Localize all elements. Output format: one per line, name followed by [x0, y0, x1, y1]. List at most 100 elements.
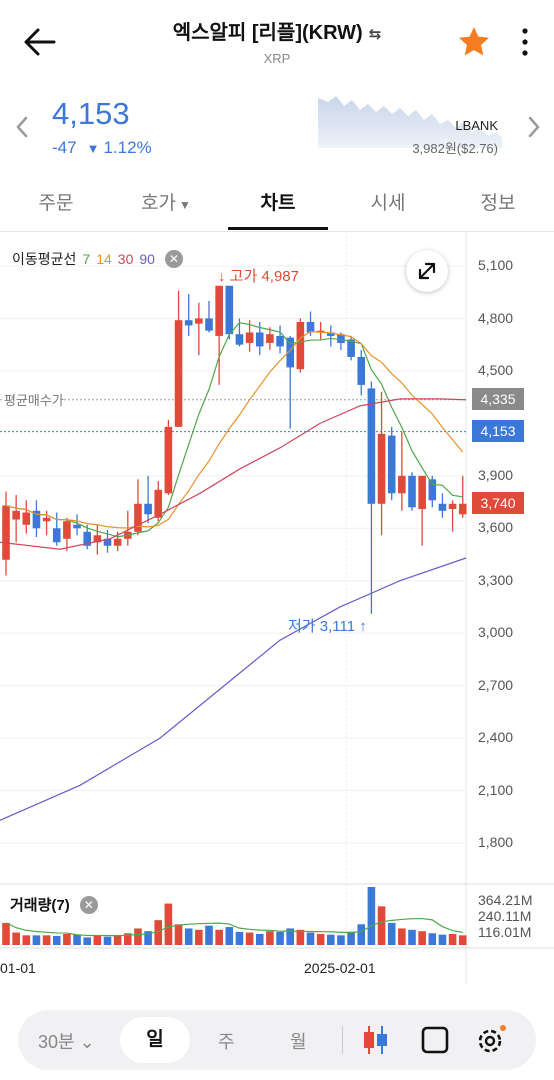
- chevron-left-icon[interactable]: [10, 112, 34, 142]
- volume-bar: [428, 933, 437, 945]
- y-tick: 4,500: [478, 362, 514, 378]
- volume-bar: [174, 924, 183, 945]
- tab-label: 정보: [480, 193, 516, 214]
- tab-label: 차트: [260, 193, 296, 214]
- volume-bar: [83, 937, 91, 945]
- more-options-icon[interactable]: [510, 22, 540, 62]
- volume-bar: [458, 935, 467, 945]
- chart-area[interactable]: 이동평균선 7 14 30 90 ✕ 5,100 4,800 4,500 3,9…: [0, 232, 554, 984]
- candle-body: [428, 479, 437, 501]
- y-tick: 3,600: [478, 519, 514, 535]
- swap-icon[interactable]: ⇆: [368, 26, 382, 43]
- volume-bar: [387, 922, 396, 945]
- ma30-label: 30: [117, 251, 134, 267]
- tab-market[interactable]: 시세: [352, 188, 424, 224]
- volume-bar: [367, 887, 376, 945]
- candle-body: [408, 475, 416, 508]
- price-summary: 4,153 -47 ▼ 1.12% LBANK 3,982원($2.76): [0, 84, 554, 174]
- volume-bar: [266, 931, 274, 945]
- volume-bar: [32, 935, 41, 945]
- candle-body: [458, 503, 467, 515]
- tab-bar: 주문 호가 ▼ 차트 시세 정보: [0, 180, 554, 232]
- volume-bar: [398, 928, 406, 945]
- candle-body: [32, 510, 41, 529]
- ma14-label: 14: [96, 251, 112, 267]
- volume-bar: [306, 932, 315, 945]
- candle-body: [438, 503, 447, 511]
- high-price-text: 고가 4,987: [229, 268, 299, 285]
- candle-body: [113, 538, 122, 546]
- volume-bar: [448, 933, 457, 945]
- tab-info[interactable]: 정보: [462, 188, 534, 224]
- candle-body: [73, 524, 81, 529]
- volume-tick: 116.01M: [478, 924, 532, 940]
- candle-body: [144, 503, 152, 515]
- candle-type-icon[interactable]: [362, 1024, 388, 1056]
- back-arrow-icon[interactable]: [18, 22, 62, 62]
- volume-bar: [63, 933, 71, 945]
- volume-bar: [195, 929, 203, 945]
- candle-body: [398, 475, 406, 494]
- price-change: -47 ▼ 1.12%: [52, 138, 152, 158]
- volume-bar: [296, 929, 305, 945]
- candlestick-chart[interactable]: [0, 232, 554, 984]
- candle-body: [22, 512, 31, 525]
- volume-bar: [52, 936, 61, 945]
- volume-ma-line: [5, 917, 463, 937]
- volume-tick: 364.21M: [478, 892, 533, 908]
- candle-body: [367, 388, 376, 504]
- coin-symbol: XRP: [263, 51, 291, 66]
- expand-icon[interactable]: [406, 250, 448, 292]
- volume-bar: [12, 932, 20, 945]
- period-month-button[interactable]: 월: [290, 1032, 307, 1052]
- drawing-tool-icon[interactable]: [420, 1025, 450, 1055]
- last-close-tag: 3,740: [472, 492, 524, 514]
- close-volume-icon[interactable]: ✕: [79, 895, 98, 914]
- volume-bar: [316, 933, 325, 945]
- ma7-line: [5, 322, 463, 538]
- candle-body: [184, 320, 193, 326]
- tab-label: 주문: [38, 193, 74, 214]
- candle-body: [164, 426, 173, 494]
- candle-body: [306, 321, 315, 333]
- ma-legend-title: 이동평균선: [12, 251, 77, 267]
- volume-bar: [93, 935, 102, 945]
- volume-bar: [418, 931, 426, 945]
- volume-bar: [164, 903, 173, 945]
- candle-body: [316, 330, 325, 333]
- volume-bar: [377, 906, 386, 945]
- tab-orderbook[interactable]: 호가 ▼: [124, 188, 208, 224]
- candle-body: [327, 332, 335, 336]
- volume-bar: [22, 935, 31, 945]
- candle-body: [448, 503, 457, 510]
- candle-body: [154, 489, 163, 518]
- date-label: 2025-02-01: [304, 960, 376, 976]
- volume-bar: [245, 932, 254, 945]
- period-week-button[interactable]: 주: [218, 1032, 235, 1052]
- volume-bar: [103, 936, 112, 945]
- tab-chart[interactable]: 차트: [240, 188, 316, 224]
- settings-gear-icon[interactable]: [474, 1023, 508, 1057]
- high-price-label: ↓ 고가 4,987: [218, 265, 299, 286]
- period-day-button[interactable]: 일: [120, 1017, 190, 1063]
- tab-order[interactable]: 주문: [20, 188, 92, 224]
- toolbar-divider: [342, 1026, 343, 1054]
- candle-body: [357, 356, 366, 385]
- avg-buy-price-label: 평균매수가: [4, 390, 64, 409]
- chevron-right-icon[interactable]: [522, 112, 546, 142]
- candle-body: [42, 517, 51, 522]
- interval-value: 30분: [38, 1032, 75, 1052]
- coin-name: 엑스알피 [리플](KRW): [172, 22, 363, 44]
- header: 엑스알피 [리플](KRW) ⇆ XRP: [0, 0, 554, 80]
- down-arrow-icon: ▼: [86, 141, 100, 156]
- y-tick: 3,900: [478, 467, 514, 483]
- candle-body: [377, 433, 386, 504]
- y-tick: 4,800: [478, 310, 514, 326]
- y-tick: 2,100: [478, 782, 514, 798]
- interval-dropdown[interactable]: 30분 ⌄: [38, 1028, 95, 1054]
- candle-body: [195, 318, 203, 324]
- change-amount: -47: [52, 138, 77, 157]
- page-title[interactable]: 엑스알피 [리플](KRW) ⇆: [0, 16, 554, 45]
- favorite-star-icon[interactable]: [454, 22, 494, 62]
- close-ma-legend-icon[interactable]: ✕: [164, 250, 183, 268]
